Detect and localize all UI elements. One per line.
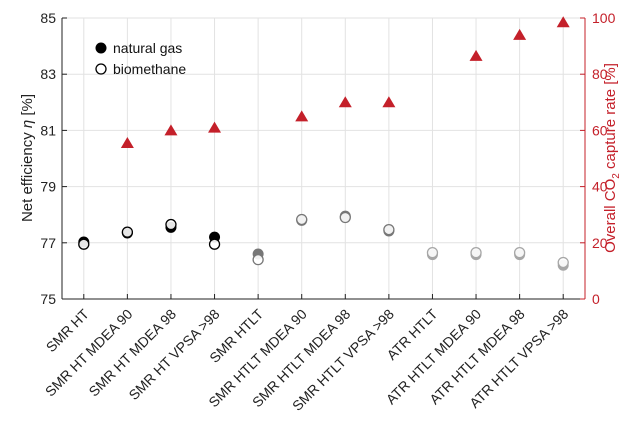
biomethane-point (513, 246, 526, 259)
biomethane-point (426, 246, 439, 259)
biomethane-point (296, 213, 308, 226)
right-tick-label: 20 (592, 235, 608, 251)
right-axis-ticks: 0 20 40 60 80 100 (580, 10, 616, 307)
capture-rate-point (513, 28, 527, 40)
biomethane-point (165, 218, 177, 231)
right-tick-label: 0 (592, 291, 600, 307)
legend-natural-gas-marker (95, 42, 107, 54)
left-axis-title: Net efficiency η [%] (19, 94, 36, 222)
capture-rate-point (164, 124, 178, 136)
biomethane-point (208, 238, 221, 250)
capture-rate-point (469, 49, 483, 61)
left-tick-label: 77 (40, 235, 56, 251)
legend-biomethane-marker (95, 63, 107, 75)
left-tick-label: 85 (40, 10, 56, 26)
biomethane-point (470, 246, 482, 259)
data-marks (78, 16, 570, 271)
left-tick-label: 83 (40, 66, 56, 82)
biomethane-point (121, 226, 134, 238)
biomethane-point (339, 211, 351, 224)
left-tick-label: 81 (40, 122, 56, 138)
capture-rate-point (556, 16, 570, 28)
right-axis-title: Overall CO2 capture rate [%] (602, 63, 622, 253)
left-tick-label: 75 (40, 291, 56, 307)
biomethane-point (78, 238, 90, 250)
right-tick-label: 60 (592, 122, 608, 138)
biomethane-point (557, 256, 569, 269)
left-axis-ticks: 75 77 79 81 83 85 (40, 10, 67, 307)
capture-rate-point (295, 110, 309, 122)
right-axis-title-suffix: capture rate [%] (602, 63, 619, 173)
left-axis-title-suffix: [%] (19, 94, 36, 120)
biomethane-point (383, 223, 395, 236)
legend-natural-gas-label: natural gas (113, 40, 182, 56)
plot-frame (61, 18, 586, 300)
biomethane-point (252, 254, 264, 266)
right-tick-label: 40 (592, 179, 608, 195)
left-axis-title-symbol: η (19, 120, 36, 128)
capture-rate-point (120, 137, 134, 149)
right-axis-title-subscript: 2 (611, 173, 622, 179)
right-tick-label: 100 (592, 10, 616, 26)
right-axis-title-prefix: Overall CO (602, 179, 619, 253)
right-tick-label: 80 (592, 66, 608, 82)
capture-rate-point (382, 96, 396, 108)
legend-biomethane-label: biomethane (113, 61, 186, 77)
capture-rate-point (208, 121, 222, 133)
legend: natural gas biomethane (95, 40, 186, 77)
left-axis-title-prefix: Net efficiency (19, 128, 36, 222)
left-tick-label: 79 (40, 179, 56, 195)
capture-rate-point (338, 96, 352, 108)
